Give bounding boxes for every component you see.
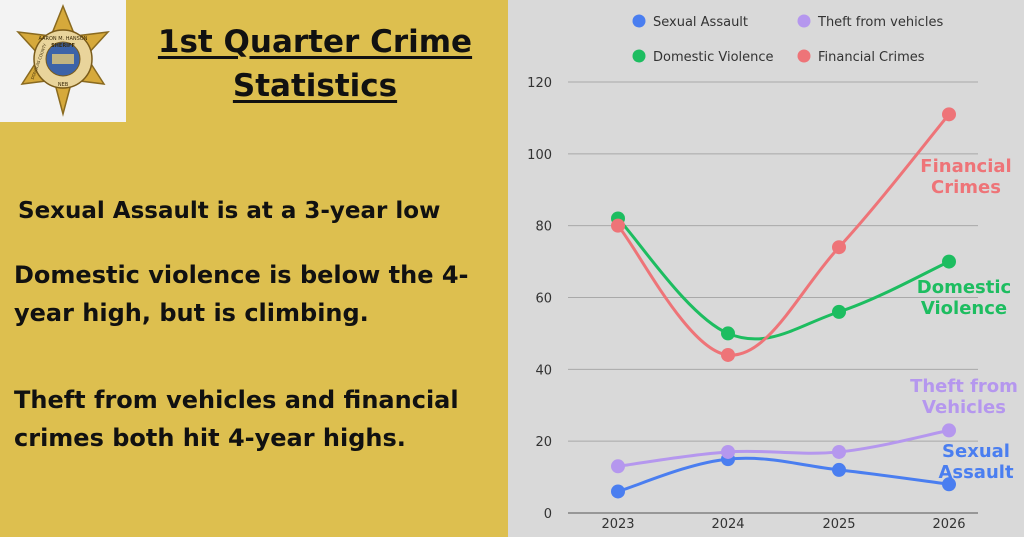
legend-label: Domestic Violence — [653, 50, 774, 65]
data-point-sexual-assault — [832, 462, 846, 477]
legend-label: Financial Crimes — [818, 50, 925, 65]
series-line-domestic-violence — [616, 217, 950, 341]
y-tick-label: 100 — [527, 148, 552, 163]
left-panel: AARON M. HANSON SHERIFF DOUGLAS COUNTY N… — [0, 0, 508, 537]
series-annotation-theft-from-vehicles: Theft from — [910, 376, 1018, 397]
y-tick-label: 0 — [544, 507, 552, 522]
series-annotation-financial-crimes: Financial — [920, 156, 1011, 177]
line-chart: 0 20 40 60 80 100 120 2023 2024 2025 2026 Sexual As… — [527, 14, 1018, 532]
legend-label: Sexual Assault — [653, 15, 748, 30]
series-annotation-sexual-assault: Sexual — [942, 441, 1010, 462]
legend-marker-icon — [797, 49, 811, 63]
series-annotation-sexual-assault: Assault — [938, 462, 1013, 483]
legend-marker-icon — [797, 14, 811, 28]
data-point-financial-crimes — [611, 218, 625, 233]
sheriff-badge-logo: AARON M. HANSON SHERIFF DOUGLAS COUNTY N… — [0, 0, 126, 122]
series-line-theft-from-vehicles — [617, 428, 950, 468]
data-point-theft-from-vehicles — [942, 423, 956, 438]
data-point-sexual-assault — [611, 484, 625, 499]
y-tick-label: 60 — [535, 292, 552, 307]
series-annotation-financial-crimes: Crimes — [931, 177, 1001, 198]
data-point-theft-from-vehicles — [721, 444, 735, 459]
page-title: 1st Quarter Crime Statistics — [157, 24, 473, 104]
series-annotation-domestic-violence: Domestic — [917, 277, 1011, 298]
y-tick-label: 80 — [535, 220, 552, 235]
data-point-sexual-assault — [942, 477, 956, 492]
data-point-theft-from-vehicles — [611, 459, 625, 474]
svg-text:SHERIFF: SHERIFF — [51, 43, 75, 49]
x-tick-label: 2026 — [932, 517, 965, 532]
data-point-theft-from-vehicles — [832, 444, 846, 459]
data-point-domestic-violence — [721, 326, 735, 341]
statement-domestic-violence: Domestic violence is below the 4-year hi… — [14, 261, 469, 327]
svg-text:NEB: NEB — [58, 82, 69, 88]
series-line-sexual-assault — [617, 456, 950, 493]
series-annotation-domestic-violence: Violence — [921, 298, 1007, 319]
statement-theft-financial: Theft from vehicles and financial crimes… — [14, 386, 459, 452]
y-tick-label: 120 — [527, 76, 552, 91]
series-annotation-theft-from-vehicles: Vehicles — [922, 397, 1006, 418]
legend-label: Theft from vehicles — [817, 15, 943, 30]
statement-sexual-assault: Sexual Assault is at a 3-year low — [18, 198, 441, 224]
data-point-domestic-violence — [942, 254, 956, 269]
svg-text:AARON M. HANSON: AARON M. HANSON — [39, 36, 88, 42]
y-tick-label: 40 — [535, 363, 552, 378]
legend-marker-icon — [632, 14, 646, 28]
data-point-financial-crimes — [721, 347, 735, 362]
series-line-financial-crimes — [616, 113, 951, 357]
y-tick-label: 20 — [535, 435, 552, 450]
legend-marker-icon — [632, 49, 646, 63]
data-point-financial-crimes — [942, 107, 956, 122]
x-tick-label: 2025 — [822, 517, 855, 532]
x-tick-label: 2024 — [711, 517, 744, 532]
chart-panel: 0 20 40 60 80 100 120 2023 2024 2025 2026 Sexual As… — [508, 0, 1024, 537]
data-point-domestic-violence — [832, 304, 846, 319]
data-point-financial-crimes — [832, 240, 846, 255]
x-tick-label: 2023 — [601, 517, 634, 532]
